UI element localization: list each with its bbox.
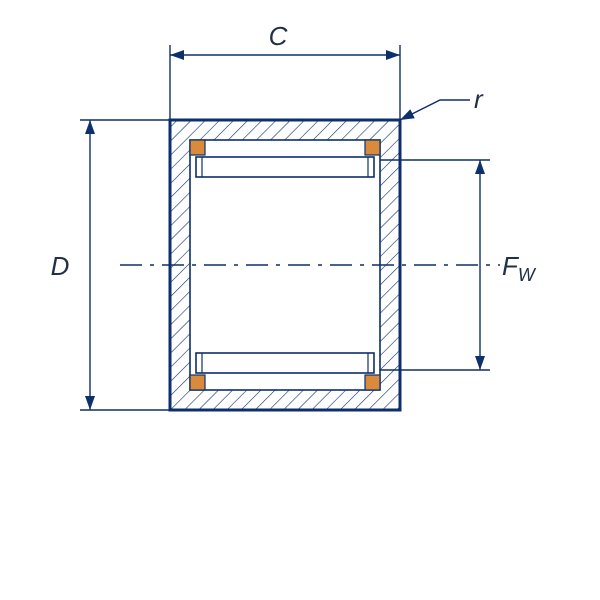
cage-corner-0	[190, 140, 205, 155]
dim-label-r: r	[474, 84, 484, 114]
cage-corner-1	[365, 140, 380, 155]
roller-top	[196, 157, 374, 177]
dim-label-c: C	[269, 21, 288, 51]
bearing-cross-section-diagram: C D FW r	[0, 0, 600, 600]
cage-corner-2	[190, 375, 205, 390]
dim-label-fw: FW	[502, 251, 537, 285]
roller-bottom	[196, 353, 374, 373]
cage-corner-3	[365, 375, 380, 390]
dim-label-d: D	[51, 251, 70, 281]
